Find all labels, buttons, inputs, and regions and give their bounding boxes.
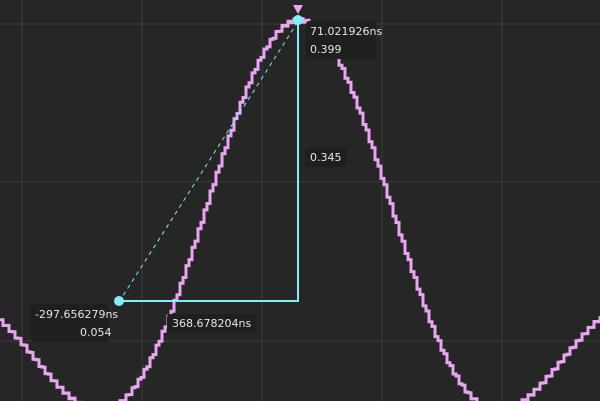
delta-value-readout: 0.345 <box>305 148 347 167</box>
delta-value-value: 0.345 <box>310 151 342 164</box>
cursor-b-value: 0.399 <box>310 43 342 56</box>
cursor-delta-lines <box>119 20 299 302</box>
triangle-down-icon[interactable] <box>293 5 303 14</box>
delta-time-readout: 368.678204ns <box>167 314 257 333</box>
cursor-b-time: 71.021926ns <box>310 25 383 38</box>
cursor-b-point[interactable] <box>293 15 303 25</box>
waveform-trace <box>0 17 600 401</box>
cursor-a-time: -297.656279ns <box>35 308 119 321</box>
cursor-b-readout: 71.021926ns 0.399 <box>306 21 382 59</box>
cursor-a-point[interactable] <box>114 296 124 306</box>
cursor-a-value: 0.054 <box>80 326 112 339</box>
cursor-a-readout: -297.656279ns 0.054 <box>31 304 118 342</box>
delta-time-value: 368.678204ns <box>172 317 252 330</box>
cursor-slope-line <box>118 19 300 303</box>
